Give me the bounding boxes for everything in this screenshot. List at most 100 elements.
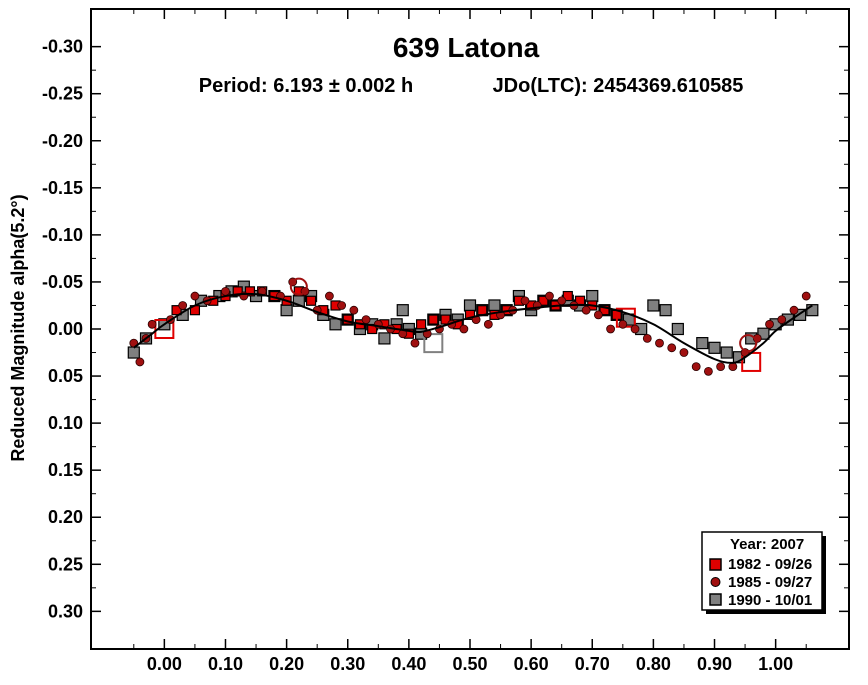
data-point-1985 <box>630 324 640 334</box>
open-marker-1985 <box>739 334 758 353</box>
data-point-1985 <box>557 296 567 306</box>
data-point-1990 <box>720 346 733 359</box>
chart-period: Period: 6.193 ± 0.002 h <box>199 75 413 97</box>
y-tick-label: -0.25 <box>42 84 83 104</box>
data-point-1990 <box>793 308 807 321</box>
legend-title: Year: 2007 <box>730 536 804 553</box>
data-point-1985 <box>704 366 713 376</box>
chart-epoch: JDo(LTC): 2454369.610585 <box>493 75 744 97</box>
x-tick-label: 0.50 <box>452 654 487 674</box>
data-point-1982 <box>415 319 427 330</box>
data-point-1982 <box>428 314 439 325</box>
data-point-1985 <box>545 291 554 301</box>
data-point-1990 <box>671 322 684 336</box>
data-point-1985 <box>178 301 188 310</box>
x-tick-label: 0.60 <box>514 654 549 674</box>
data-point-1990 <box>586 289 599 303</box>
data-point-1985 <box>606 324 615 334</box>
y-tick-label: -0.30 <box>42 37 83 57</box>
x-tick-label: 0.70 <box>575 654 610 674</box>
fourier-fit-curve <box>133 292 813 364</box>
data-point-1990 <box>463 299 477 312</box>
data-point-1982 <box>464 309 476 320</box>
data-point-1982 <box>440 314 451 325</box>
data-point-1985 <box>520 296 530 306</box>
x-tick-label: 0.80 <box>636 654 671 674</box>
legend-marker-1990 <box>709 593 722 606</box>
y-tick-label: 0.05 <box>48 366 83 386</box>
data-point-1982 <box>477 305 488 316</box>
data-point-1985 <box>801 291 811 301</box>
data-point-1990 <box>280 304 293 317</box>
x-tick-label: 0.20 <box>269 654 304 674</box>
y-tick-label: -0.20 <box>42 131 83 151</box>
data-point-1990 <box>647 299 660 312</box>
x-axis-ticks: 0.00 0.10 0.20 0.30 0.40 0.50 0.60 0.70 0.80 0.90… <box>133 9 807 674</box>
series-1982 <box>154 286 762 372</box>
data-point-1985 <box>679 348 689 357</box>
data-point-1985 <box>581 305 591 315</box>
data-point-1982 <box>599 305 610 316</box>
y-tick-label: 0.30 <box>48 601 83 621</box>
data-point-1982 <box>305 295 317 306</box>
y-tick-label: 0.20 <box>48 507 83 527</box>
x-tick-label: 0.00 <box>147 654 182 674</box>
y-tick-label: 0.00 <box>48 319 83 339</box>
legend-label-1982: 1982 - 09/26 <box>728 556 812 573</box>
data-point-1985 <box>777 315 787 324</box>
data-point-1990 <box>329 318 342 331</box>
data-point-1982 <box>562 290 573 302</box>
data-point-1985 <box>221 286 230 296</box>
legend-label-1985: 1985 - 09/27 <box>728 574 812 591</box>
x-tick-label: 0.30 <box>330 654 365 674</box>
y-tick-label: -0.15 <box>42 178 83 198</box>
data-point-1985 <box>459 324 469 334</box>
data-point-1985 <box>325 291 334 301</box>
data-point-1990 <box>488 299 501 312</box>
data-point-1985 <box>361 315 371 324</box>
data-point-1982 <box>171 305 182 316</box>
data-point-1990 <box>708 341 721 354</box>
x-tick-label: 0.40 <box>391 654 426 674</box>
x-tick-label: 0.90 <box>697 654 732 674</box>
open-marker-1982 <box>154 319 175 339</box>
x-tick-label: 1.00 <box>758 654 793 674</box>
chart-title: 639 Latona <box>393 32 540 63</box>
legend-box <box>701 531 823 611</box>
x-tick-label: 0.10 <box>208 654 243 674</box>
y-axis-label: Reduced Magnitude alpha(5.2°) <box>8 194 28 461</box>
data-point-1990 <box>696 337 709 350</box>
data-point-1985 <box>618 319 628 329</box>
data-point-1985 <box>147 319 157 329</box>
data-point-1985 <box>410 338 420 348</box>
data-point-1982 <box>232 286 243 297</box>
data-point-1985 <box>483 319 493 329</box>
y-tick-label: -0.10 <box>42 225 83 245</box>
data-point-1985 <box>642 334 652 343</box>
y-axis-ticks: -0.30 -0.25 -0.20 -0.15 -0.10 -0.05 0.00 0.05 0.… <box>42 37 849 621</box>
data-point-1985 <box>349 305 359 315</box>
data-point-1985 <box>789 305 799 315</box>
y-tick-label: -0.05 <box>42 272 83 292</box>
data-point-1985 <box>655 338 664 348</box>
data-point-1990 <box>659 304 672 317</box>
data-point-1985 <box>190 291 200 301</box>
data-point-1990 <box>396 304 409 317</box>
open-marker-1990 <box>423 333 444 354</box>
y-tick-label: 0.10 <box>48 413 83 433</box>
legend: Year: 2007 1982 - 09/26 1985 - 09/27 199… <box>701 531 826 614</box>
series-1985 <box>129 277 811 376</box>
data-point-1985 <box>135 357 145 367</box>
data-point-1985 <box>593 310 603 320</box>
legend-label-1990: 1990 - 10/01 <box>728 592 812 609</box>
legend-marker-1982 <box>709 558 722 571</box>
legend-marker-1985 <box>710 577 721 587</box>
data-point-1985 <box>337 301 347 310</box>
data-point-1985 <box>716 362 726 372</box>
data-point-1982 <box>538 295 549 306</box>
y-tick-label: 0.25 <box>48 554 83 574</box>
data-point-1985 <box>691 362 701 372</box>
open-marker-1985 <box>289 277 308 296</box>
y-tick-label: 0.15 <box>48 460 83 480</box>
